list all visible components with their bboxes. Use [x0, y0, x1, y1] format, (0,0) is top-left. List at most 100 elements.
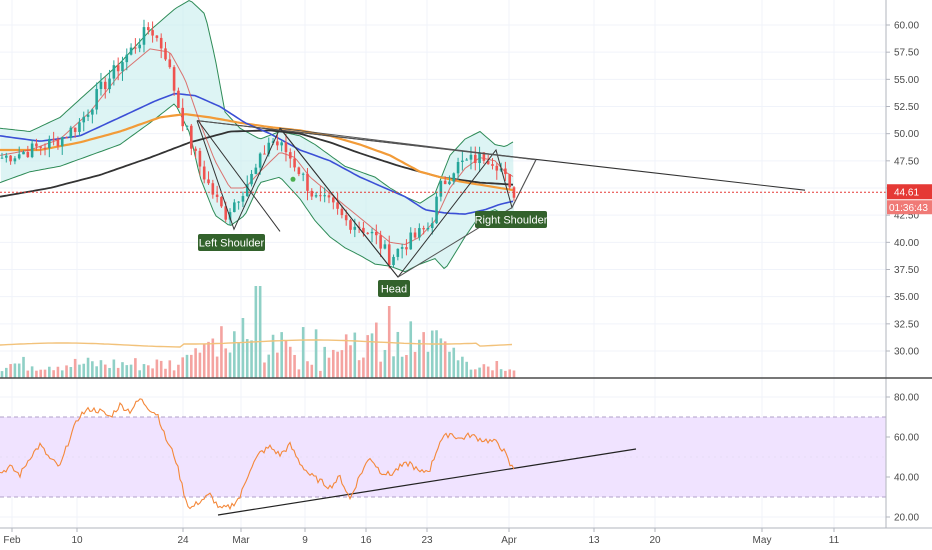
last-price-badge	[887, 184, 932, 200]
candle-body	[396, 248, 400, 257]
candle-body	[39, 146, 43, 148]
price-tick-label: 40.00	[894, 238, 919, 249]
volume-bar	[52, 370, 55, 378]
candle-body	[409, 232, 413, 250]
candle-body	[263, 153, 266, 155]
candle-body	[422, 228, 425, 230]
time-tick-label: Apr	[501, 535, 517, 546]
time-tick-label: May	[753, 535, 772, 546]
candle-body	[220, 196, 223, 207]
candle-body	[366, 232, 370, 234]
volume-bar	[353, 332, 357, 378]
volume-bar	[168, 360, 172, 378]
volume-bar	[224, 348, 228, 378]
candle-body	[297, 167, 301, 175]
candle-body	[146, 27, 150, 31]
volume-bar	[142, 364, 146, 378]
volume-bar	[469, 369, 473, 378]
candle-body	[5, 155, 8, 158]
volume-bar	[91, 361, 94, 378]
volume-bar	[413, 351, 417, 378]
volume-bar	[331, 349, 335, 378]
candle-body	[13, 158, 17, 162]
volume-bar	[198, 352, 202, 378]
ma-orange	[0, 113, 514, 192]
bollinger-bands	[0, 0, 514, 273]
left-shoulder-line	[197, 120, 281, 232]
candle-body	[430, 223, 434, 228]
candle-body	[478, 152, 481, 164]
time-tick-label: 20	[649, 535, 661, 546]
volume-bar	[207, 341, 210, 378]
candle-body	[473, 154, 477, 164]
volume-bar	[245, 339, 249, 378]
candle-body	[138, 44, 141, 49]
candle-body	[129, 47, 133, 55]
volume-bar	[323, 346, 326, 378]
candle-body	[362, 227, 365, 233]
volume-bar	[30, 366, 34, 378]
candle-body	[426, 227, 430, 230]
candle-body	[172, 67, 176, 91]
candle-body	[43, 147, 47, 149]
volume-bar	[486, 366, 490, 378]
volume-bar	[344, 334, 348, 378]
volume-bar	[301, 327, 305, 378]
candle-body	[314, 195, 318, 197]
volume-bar	[456, 360, 460, 378]
candle-body	[91, 109, 94, 115]
candle-body	[125, 54, 129, 63]
last-price-label: 44.61	[894, 188, 919, 199]
candle-body	[504, 168, 507, 175]
volume-bar	[22, 356, 25, 378]
candle-body	[508, 174, 511, 188]
volume-bar	[155, 359, 159, 378]
volume-bar	[293, 354, 296, 378]
candle-body	[112, 65, 116, 79]
candle-body	[69, 127, 73, 138]
rsi-tick-label: 80.00	[894, 393, 919, 404]
candle-body	[327, 195, 331, 198]
volume-bar	[78, 364, 81, 378]
candle-body	[86, 114, 90, 117]
candle-body	[301, 173, 305, 175]
candle-body	[17, 154, 21, 159]
candle-body	[486, 160, 490, 165]
candle-body	[60, 137, 64, 147]
candle-body	[370, 231, 374, 234]
candle-body	[194, 148, 197, 151]
volume-bar	[112, 359, 116, 378]
volume-bar	[116, 367, 120, 378]
volume-bar	[26, 370, 30, 378]
volume-bar	[5, 367, 8, 378]
candle-body	[448, 181, 451, 185]
candle-body	[392, 256, 395, 266]
band-upper	[0, 0, 514, 204]
volume-bar	[177, 364, 180, 378]
candle-body	[142, 27, 146, 45]
rsi-tick-label: 20.00	[894, 513, 919, 524]
volume-bar	[258, 286, 262, 378]
volume-bar	[409, 321, 413, 378]
candle-body	[202, 166, 206, 180]
annotation-label: Head	[378, 280, 410, 297]
volume-bar	[478, 367, 481, 378]
candle-body	[495, 165, 499, 171]
candle-body	[267, 142, 271, 154]
volume-bar	[383, 349, 387, 378]
price-tick-label: 47.50	[894, 156, 919, 167]
price-tick-label: 32.50	[894, 319, 919, 330]
volume-bar	[349, 345, 352, 378]
volume-bar	[237, 342, 240, 378]
candle-body	[198, 150, 202, 167]
volume-bar	[181, 357, 185, 378]
volume-bar	[340, 350, 344, 378]
pattern-drawings	[0, 120, 886, 516]
band-lower	[0, 103, 514, 273]
volume-bar	[306, 361, 309, 378]
volume-bar	[121, 362, 124, 378]
candle-body	[82, 116, 86, 123]
volume-bar	[280, 332, 283, 378]
candle-body	[387, 244, 391, 266]
